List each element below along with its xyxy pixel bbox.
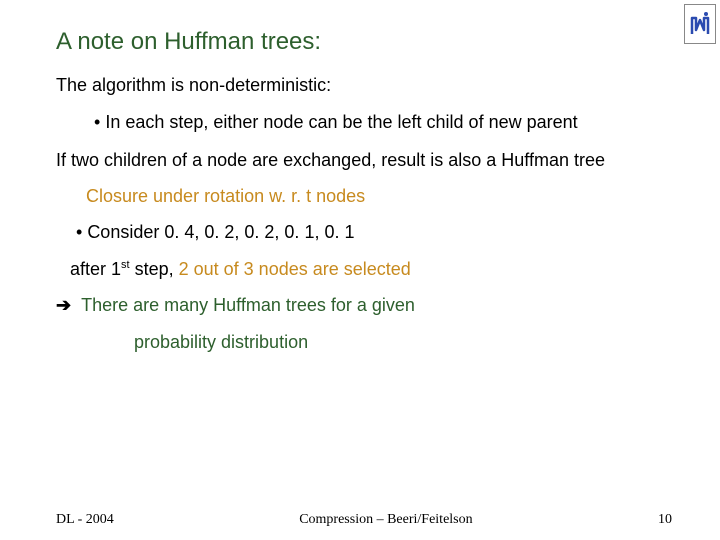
after-step-a: after 1: [70, 259, 121, 279]
bullet-left-child: In each step, either node can be the lef…: [56, 111, 672, 134]
footer-left: DL - 2004: [56, 512, 114, 528]
intro-line: The algorithm is non-deterministic:: [56, 74, 672, 97]
slide-title: A note on Huffman trees:: [56, 28, 672, 56]
closure-line: Closure under rotation w. r. t nodes: [56, 186, 672, 207]
slide-footer: DL - 2004 Compression – Beeri/Feitelson …: [0, 512, 720, 528]
footer-center: Compression – Beeri/Feitelson: [299, 512, 472, 528]
conclusion-line: ➔ There are many Huffman trees for a give…: [56, 294, 672, 317]
conclusion-line-2: probability distribution: [56, 331, 672, 354]
corner-logo: [684, 4, 716, 44]
after-step-c: 2 out of 3 nodes are selected: [179, 259, 411, 279]
after-step-line: after 1st step, 2 out of 3 nodes are sel…: [56, 259, 672, 280]
bullet-consider: Consider 0. 4, 0. 2, 0. 2, 0. 1, 0. 1: [56, 221, 672, 244]
conclusion-text-1: There are many Huffman trees for a given: [81, 295, 415, 315]
footer-right: 10: [658, 512, 672, 528]
conclusion-text-2: probability distribution: [134, 332, 308, 352]
after-step-sup: st: [121, 259, 130, 271]
exchange-text: If two children of a node are exchanged,…: [56, 149, 672, 172]
arrow-icon: ➔: [56, 295, 71, 315]
exchange-line: If two children of a node are exchanged,…: [56, 149, 672, 172]
logo-icon: [688, 8, 712, 40]
after-step-b: step,: [130, 259, 179, 279]
